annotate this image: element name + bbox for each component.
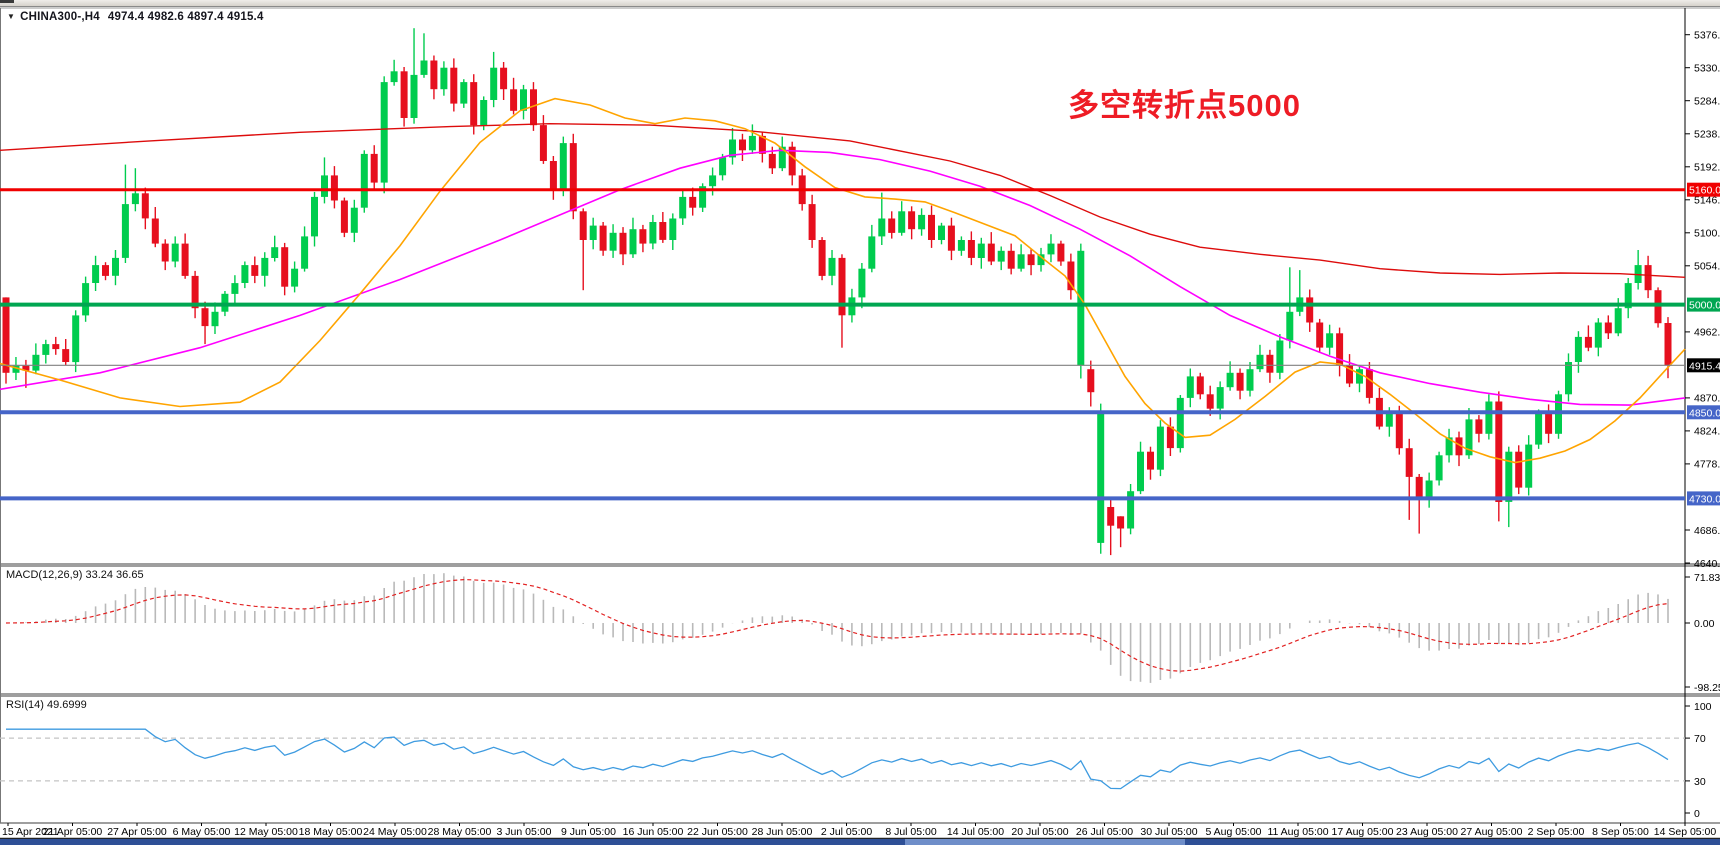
scrollbar-thumb[interactable]	[905, 839, 1185, 845]
price-tick-label: 5376.0	[1694, 30, 1720, 42]
macd-axis-label: 0.00	[1694, 618, 1715, 630]
window-top-strip	[0, 0, 1720, 7]
rsi-axis-label: 70	[1694, 733, 1706, 745]
price-tick-label: 4962.0	[1694, 327, 1720, 339]
time-tick-label: 28 Jun 05:00	[752, 826, 813, 838]
time-tick-label: 12 May 05:00	[234, 826, 298, 838]
time-tick-label: 27 Aug 05:00	[1461, 826, 1523, 838]
macd-indicator-label: MACD(12,26,9) 33.24 36.65	[6, 569, 144, 581]
time-tick-label: 30 Jul 05:00	[1140, 826, 1197, 838]
time-tick-label: 28 May 05:00	[428, 826, 492, 838]
time-tick-label: 26 Jul 05:00	[1076, 826, 1133, 838]
symbol-timeframe-label: CHINA300-,H4	[20, 11, 100, 23]
price-tick-label: 4640.0	[1694, 558, 1720, 570]
horizontal-levels[interactable]	[0, 188, 1685, 501]
svg-text:5160.0: 5160.0	[1689, 185, 1720, 197]
candlesticks	[2, 28, 1672, 556]
price-level-tag	[1687, 491, 1720, 506]
ma-mid-magenta	[0, 149, 1686, 406]
price-level-tag	[1687, 405, 1720, 420]
time-tick-label: 24 May 05:00	[363, 826, 427, 838]
price-tick-label: 4686.0	[1694, 525, 1720, 537]
price-tick-label: 5238.0	[1694, 129, 1720, 141]
price-level-tag	[1687, 297, 1720, 312]
macd-panel: 71.83 0.00 -98.25	[5, 572, 1720, 694]
svg-text:5000.0: 5000.0	[1689, 300, 1720, 312]
time-tick-label: 14 Jul 05:00	[947, 826, 1004, 838]
svg-text:4730.0: 4730.0	[1689, 493, 1720, 505]
chart-text-annotation[interactable]: 多空转折点5000	[1068, 88, 1301, 123]
price-tick-label: 5146.0	[1694, 195, 1720, 207]
svg-text:4915.4: 4915.4	[1689, 360, 1720, 372]
price-level-tag	[1687, 358, 1720, 373]
time-tick-label: 14 Sep 05:00	[1654, 826, 1717, 838]
time-tick-label: 9 Jun 05:00	[561, 826, 616, 838]
price-tick-label: 5100.0	[1694, 228, 1720, 240]
ma-slow-red	[0, 122, 1686, 278]
time-tick-label: 18 May 05:00	[299, 826, 363, 838]
time-tick-label: 23 Aug 05:00	[1396, 826, 1458, 838]
time-tick-label: 8 Jul 05:00	[885, 826, 937, 838]
time-tick-label: 15 Apr 2021	[2, 826, 59, 838]
macd-axis-label: -98.25	[1694, 682, 1720, 694]
time-tick-label: 6 May 05:00	[173, 826, 231, 838]
symbol-header: ▼ CHINA300-,H4 4974.4 4982.6 4897.4 4915.4	[7, 11, 264, 23]
price-tick-label: 4870.0	[1694, 393, 1720, 405]
symbol-dropdown-icon[interactable]: ▼	[7, 12, 16, 21]
time-tick-label: 5 Aug 05:00	[1205, 826, 1261, 838]
price-tick-label: 5054.0	[1694, 261, 1720, 273]
price-tick-label: 5284.0	[1694, 96, 1720, 108]
price-tick-label: 4778.0	[1694, 459, 1720, 471]
window-corner	[0, 0, 14, 3]
horizontal-scrollbar[interactable]	[0, 839, 1720, 845]
price-tick-label: 5330.0	[1694, 63, 1720, 75]
rsi-axis-label: 0	[1694, 808, 1700, 820]
price-level-tag	[1687, 182, 1720, 197]
moving-averages	[0, 97, 1686, 464]
price-tick-label: 5192.0	[1694, 162, 1720, 174]
time-tick-label: 2 Sep 05:00	[1528, 826, 1585, 838]
rsi-indicator-label: RSI(14) 49.6999	[6, 699, 87, 711]
ohlc-readout: 4974.4 4982.6 4897.4 4915.4	[107, 11, 264, 23]
rsi-axis-label: 30	[1694, 776, 1706, 788]
svg-text:4850.0: 4850.0	[1689, 407, 1720, 419]
time-tick-label: 17 Aug 05:00	[1332, 826, 1394, 838]
time-tick-label: 3 Jun 05:00	[497, 826, 552, 838]
price-tick-label: 4824.0	[1694, 426, 1720, 438]
time-tick-label: 2 Jul 05:00	[821, 826, 873, 838]
time-tick-label: 27 Apr 05:00	[107, 826, 167, 838]
time-tick-label: 8 Sep 05:00	[1592, 826, 1649, 838]
time-tick-label: 11 Aug 05:00	[1267, 826, 1328, 838]
time-tick-label: 16 Jun 05:00	[623, 826, 684, 838]
time-tick-label: 20 Jul 05:00	[1011, 826, 1068, 838]
time-tick-label: 22 Jun 05:00	[687, 826, 748, 838]
ma-fast-orange	[0, 97, 1686, 464]
time-tick-label: 21 Apr 05:00	[43, 826, 103, 838]
rsi-axis-label: 100	[1694, 701, 1712, 713]
macd-axis-label: 71.83	[1694, 572, 1720, 584]
price-axis: 5376.0 5330.0 5284.0 5238.0 5192.0 5146.0 5100…	[1685, 30, 1720, 570]
rsi-panel: 100 70 30 0	[0, 701, 1712, 820]
